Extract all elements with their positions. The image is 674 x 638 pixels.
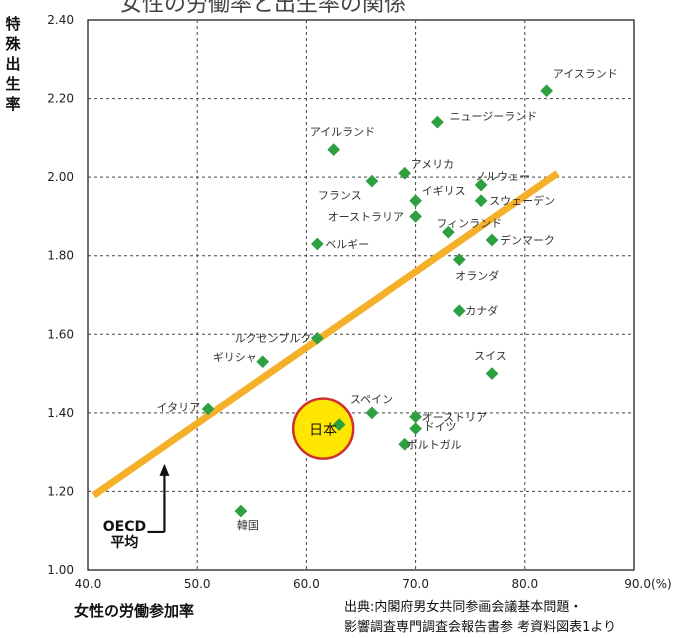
source-line-2: 影響調査専門調査会報告書参 考資料図表1より bbox=[344, 620, 617, 635]
points bbox=[201, 84, 554, 518]
data-point bbox=[485, 233, 499, 247]
y-tick-label: 1.60 bbox=[47, 327, 74, 341]
trendline-layer bbox=[91, 170, 560, 499]
point-label: アイルランド bbox=[310, 126, 375, 139]
grid bbox=[87, 19, 635, 571]
oecd-arrow-head bbox=[159, 463, 170, 476]
axis-ticks: 40.0 50.0 60.0 70.0 80.0 90.0(%) 1.00 1.20 1.40 1… bbox=[47, 13, 671, 591]
source-note: 出典:内閣府男女共同参画会議基本問題・ 影響調査専門調査会報告書参 考資料図表1… bbox=[344, 598, 616, 638]
x-axis-label: 女性の労働参加率 bbox=[74, 602, 195, 620]
point-label: ポルトガル bbox=[407, 438, 462, 451]
point-label: ノルウェー bbox=[475, 170, 530, 183]
japan-highlight-circle bbox=[291, 397, 355, 460]
data-point bbox=[256, 355, 270, 369]
data-point bbox=[310, 237, 324, 251]
point-label: ギリシャ bbox=[213, 351, 257, 364]
data-point bbox=[409, 194, 422, 208]
point-label: オーストリア bbox=[422, 411, 487, 424]
x-tick-label: 40.0 bbox=[75, 577, 102, 591]
point-label: ニュージーランド bbox=[449, 110, 537, 123]
data-point bbox=[409, 410, 422, 424]
point-label: カナダ bbox=[465, 304, 498, 318]
y-tick-label: 2.20 bbox=[47, 92, 74, 106]
source-line-1: 出典:内閣府男女共同参画会議基本問題・ bbox=[344, 600, 583, 615]
y-tick-label: 2.40 bbox=[47, 13, 74, 27]
point-label: イタリア bbox=[157, 401, 201, 414]
point-label: ルクセンブルク bbox=[235, 331, 312, 345]
point-label: ドイツ bbox=[424, 421, 457, 434]
oecd-label-line: 平均 bbox=[110, 534, 138, 551]
data-point bbox=[310, 331, 324, 345]
data-point bbox=[409, 422, 422, 435]
chart-title-fragment: 女性の労働率と出生率の関係 bbox=[120, 0, 407, 17]
data-point bbox=[431, 115, 444, 129]
data-point bbox=[327, 143, 341, 157]
data-point bbox=[452, 304, 466, 318]
y-axis-label: 特殊出生率 bbox=[5, 15, 21, 113]
data-point bbox=[409, 210, 422, 223]
y-tick-label: 1.80 bbox=[47, 249, 74, 263]
point-label: アイスランド bbox=[553, 68, 618, 81]
y-tick-label: 2.00 bbox=[47, 170, 74, 184]
plot-frame bbox=[87, 19, 635, 571]
point-label: スペイン bbox=[350, 393, 393, 406]
point-label: イギリス bbox=[422, 185, 466, 198]
data-point bbox=[474, 194, 488, 208]
x-tick-label: 90.0(%) bbox=[624, 577, 671, 591]
data-point bbox=[365, 174, 379, 188]
point-label: アメリカ bbox=[411, 158, 454, 171]
point-label: オーストラリア bbox=[328, 210, 404, 223]
x-tick-label: 60.0 bbox=[293, 577, 320, 591]
data-point bbox=[332, 418, 346, 432]
data-point bbox=[474, 178, 488, 192]
x-tick-label: 50.0 bbox=[184, 577, 211, 591]
point-label: スイス bbox=[474, 350, 507, 363]
data-point bbox=[441, 225, 455, 239]
point-label: オランダ bbox=[455, 269, 499, 283]
japan-label: 日本 bbox=[309, 423, 337, 439]
y-tick-label: 1.40 bbox=[47, 406, 74, 420]
oecd-label-line: OECD bbox=[103, 519, 146, 535]
x-tick-label: 70.0 bbox=[402, 577, 429, 591]
point-label: フランス bbox=[318, 189, 362, 202]
point-label: フィンランド bbox=[436, 217, 502, 230]
data-point bbox=[452, 253, 466, 267]
y-tick-label: 1.00 bbox=[47, 563, 74, 577]
data-point bbox=[398, 166, 412, 180]
y-tick-label: 1.20 bbox=[47, 484, 74, 498]
point-label: ベルギー bbox=[325, 238, 369, 251]
data-point bbox=[201, 402, 215, 416]
point-label: スウェーデン bbox=[489, 194, 555, 208]
x-tick-label: 80.0 bbox=[511, 577, 538, 591]
data-point bbox=[234, 504, 248, 518]
data-point bbox=[485, 367, 499, 380]
data-point bbox=[398, 437, 412, 451]
data-point bbox=[365, 406, 379, 420]
point-label: デンマーク bbox=[500, 233, 555, 247]
data-point bbox=[540, 84, 554, 98]
trendline bbox=[91, 170, 560, 499]
point-label: 韓国 bbox=[237, 519, 259, 532]
